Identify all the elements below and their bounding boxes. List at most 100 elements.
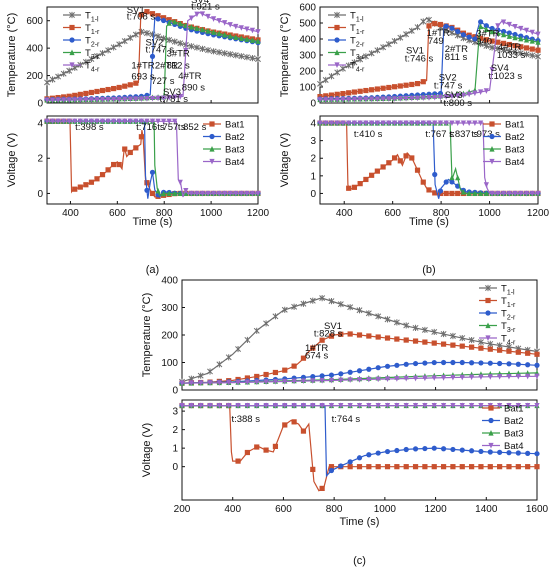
temp-2-data-point-T2-r	[319, 373, 325, 379]
temp-1-data-point-T4-r	[374, 96, 380, 103]
temp-2-annotation: t:828 s	[314, 328, 343, 339]
temp-2-data-point-T4-r	[179, 380, 185, 387]
temp-0-data-point-T1-r	[116, 84, 122, 91]
temp-1-data-point-T1-l	[500, 46, 507, 53]
temp-1-data-point-T4-r	[455, 93, 461, 99]
temp-0-data-point-T1-l	[227, 51, 234, 58]
temp-1-data-point-T1-r	[500, 40, 507, 46]
volt-2-x-tick-label: 600	[275, 504, 292, 515]
temp-1-y-tick-label: 600	[299, 3, 316, 14]
volt-2-x-tick-label: 1000	[374, 504, 397, 515]
volt-2-data-point-Bat2	[534, 451, 540, 457]
temp-0-data-point-T1-l	[205, 47, 211, 54]
volt-1-data-point-Bat4	[403, 120, 409, 127]
temp-0-data-point-T1-r	[166, 17, 172, 23]
temp-1-annotation: SV2	[439, 73, 457, 84]
temp-2-data-point-T4-r	[328, 377, 335, 384]
volt-2-data-point-Bat2	[459, 447, 465, 453]
temp-1-data-point-T4-r	[512, 24, 518, 30]
temp-1-y-tick-label: 400	[299, 35, 316, 46]
temp-2-data-point-T1-r	[412, 338, 419, 344]
temp-0-data-point-T3-r	[244, 36, 250, 42]
volt-2-series-line-Bat2	[182, 405, 538, 478]
volt-2-data-point-Bat1	[263, 447, 269, 453]
volt-1-data-point-Bat4	[409, 120, 415, 127]
temp-1-data-point-T1-r	[483, 37, 489, 43]
volt-2-data-point-Bat2	[440, 446, 447, 452]
volt-1-data-point-Bat1	[391, 155, 398, 161]
temp-0-data-point-T1-l	[210, 48, 217, 55]
temp-0-data-point-T1-l	[193, 44, 200, 51]
temp-0-annotation: SV2	[145, 38, 163, 49]
temp-2-data-point-T2-r	[310, 374, 316, 380]
temp-1-data-point-T1-l	[517, 50, 524, 57]
volt-2-data-point-Bat2	[403, 446, 409, 453]
volt-2-data-point-Bat2	[412, 446, 419, 452]
temp-0-data-point-T3-r	[199, 26, 206, 33]
temp-1-data-point-T3-r	[518, 35, 524, 42]
temp-1-data-point-T4-r	[478, 89, 484, 95]
temp-1-legend-marker	[334, 11, 340, 19]
temp-2-data-point-T4-r	[338, 377, 344, 384]
temp-2-data-point-T1-r	[272, 369, 279, 376]
temp-1-annotation: SV3	[445, 90, 463, 101]
volt-2-data-point-Bat4	[300, 402, 307, 409]
volt-1-legend-label: Bat1	[505, 120, 525, 131]
temp-1-data-point-T1-r	[380, 85, 386, 91]
temp-2-legend-marker	[485, 310, 491, 316]
volt-2-data-point-Bat1	[534, 464, 540, 470]
volt-0-plot-frame	[46, 115, 259, 205]
temp-0-data-point-T4-r	[99, 97, 106, 103]
temp-0-annotation: 1#TR	[131, 61, 154, 72]
temp-0-data-point-T1-l	[55, 73, 62, 80]
temp-1-data-point-T2-r	[483, 23, 489, 29]
volt-2-data-point-Bat4	[328, 402, 335, 409]
volt-1-data-point-Bat4	[414, 120, 421, 127]
temp-1-data-point-T1-l	[357, 56, 364, 63]
volt-2-data-point-Bat4	[263, 402, 269, 409]
volt-2-data-point-Bat1	[235, 458, 241, 464]
volt-0-data-point-Bat4	[210, 190, 217, 197]
volt-0-annotation: t:757 s	[157, 122, 186, 133]
temp-2-data-point-T1-r	[525, 350, 531, 356]
temp-1-y-tick-label: 100	[299, 83, 316, 94]
temp-0-data-point-T1-l	[199, 45, 206, 52]
volt-2-data-point-Bat4	[207, 402, 213, 409]
panel-1-x-axis-label: Time (s)	[409, 216, 449, 228]
temp-1-legend-marker	[334, 62, 340, 68]
temp-0-data-point-T1-l	[60, 70, 67, 77]
volt-1-annotation: t:973 s	[471, 129, 500, 140]
volt-0-data-point-Bat4	[194, 190, 200, 197]
temp-1-data-point-T1-r	[391, 84, 398, 90]
temp-2-data-point-T1-l	[207, 368, 213, 375]
volt-2-legend-label: Bat4	[504, 441, 524, 452]
temp-0-annotation: 812 s	[167, 61, 190, 72]
volt-2-data-point-Bat1	[450, 464, 456, 470]
temp-1-data-point-T4-r	[328, 97, 335, 103]
volt-2-data-point-Bat4	[506, 402, 512, 409]
temp-0-data-point-T1-r	[111, 85, 117, 92]
temp-0-data-point-T4-r	[166, 95, 172, 101]
volt-2-data-point-Bat1	[244, 449, 250, 456]
temp-1-annotation: 3#TR	[476, 29, 499, 40]
volt-1-data-point-Bat4	[460, 120, 467, 127]
temp-2-data-point-T1-r	[515, 349, 521, 355]
temp-2-data-point-T4-r	[431, 375, 437, 381]
volt-1-data-point-Bat2	[432, 171, 438, 178]
temp-0-data-point-T1-l	[66, 67, 73, 74]
volt-1-data-point-Bat1	[369, 172, 375, 178]
volt-1-data-point-Bat4	[500, 190, 507, 197]
volt-2-data-point-Bat4	[375, 402, 381, 409]
temp-1-data-point-T3-r	[506, 33, 512, 39]
panel-2-label: (c)	[353, 555, 366, 567]
volt-1-data-point-Bat3	[483, 190, 489, 197]
volt-1-data-point-Bat1	[420, 179, 426, 185]
temp-0-data-point-T1-l	[232, 52, 239, 59]
volt-2-data-point-Bat4	[244, 402, 250, 409]
temp-0-data-point-T3-r	[172, 18, 178, 25]
volt-0-data-point-Bat4	[116, 118, 122, 125]
volt-2-data-point-Bat4	[216, 402, 222, 409]
temp-2-legend-marker	[485, 297, 491, 304]
temp-1-legend-label: T4-r	[350, 61, 365, 74]
